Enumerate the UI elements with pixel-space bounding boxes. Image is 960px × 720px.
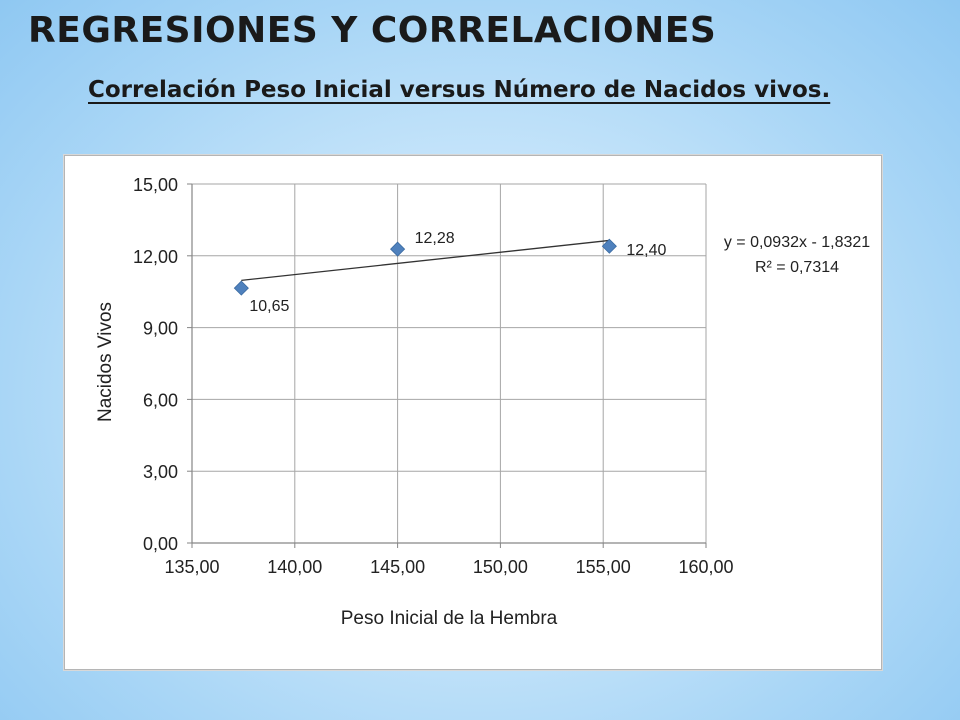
data-label: 12,28	[415, 230, 455, 247]
page-subtitle: Correlación Peso Inicial versus Número d…	[88, 77, 831, 103]
page-title: REGRESIONES Y CORRELACIONES	[28, 10, 717, 51]
x-tick-label: 160,00	[678, 557, 733, 577]
trendline-layer	[241, 239, 610, 282]
x-axis-title: Peso Inicial de la Hembra	[341, 608, 558, 629]
chart-frame: 135,00 140,00 145,00 150,00 155,00 160,00 0,00…	[64, 155, 882, 670]
x-tick-label: 140,00	[267, 557, 322, 577]
trendline-equation: y = 0,0932x - 1,8321	[724, 234, 870, 251]
x-tick-label: 155,00	[576, 557, 631, 577]
trendline	[241, 239, 610, 282]
y-tick-label: 0,00	[143, 534, 178, 554]
scatter-chart: 135,00 140,00 145,00 150,00 155,00 160,00 0,00…	[95, 175, 870, 629]
x-tick-label: 135,00	[164, 557, 219, 577]
y-tick-label: 9,00	[143, 319, 178, 339]
trendline-r-squared: R² = 0,7314	[755, 259, 839, 276]
data-label: 12,40	[626, 242, 666, 259]
point-layer	[233, 238, 617, 296]
y-tick-label: 3,00	[143, 462, 178, 482]
y-tick-label: 12,00	[133, 247, 178, 267]
label-layer: 10,65 12,28 12,40	[249, 230, 666, 315]
data-point-marker	[233, 280, 249, 296]
x-tick-label: 145,00	[370, 557, 425, 577]
y-tick-label: 6,00	[143, 390, 178, 410]
data-label: 10,65	[249, 298, 289, 315]
data-point-marker	[601, 238, 617, 254]
axis-layer: 135,00 140,00 145,00 150,00 155,00 160,00 0,00…	[133, 175, 734, 577]
x-tick-label: 150,00	[473, 557, 528, 577]
y-axis-title: Nacidos Vivos	[95, 302, 116, 422]
data-point-marker	[390, 241, 406, 257]
y-tick-label: 15,00	[133, 175, 178, 195]
